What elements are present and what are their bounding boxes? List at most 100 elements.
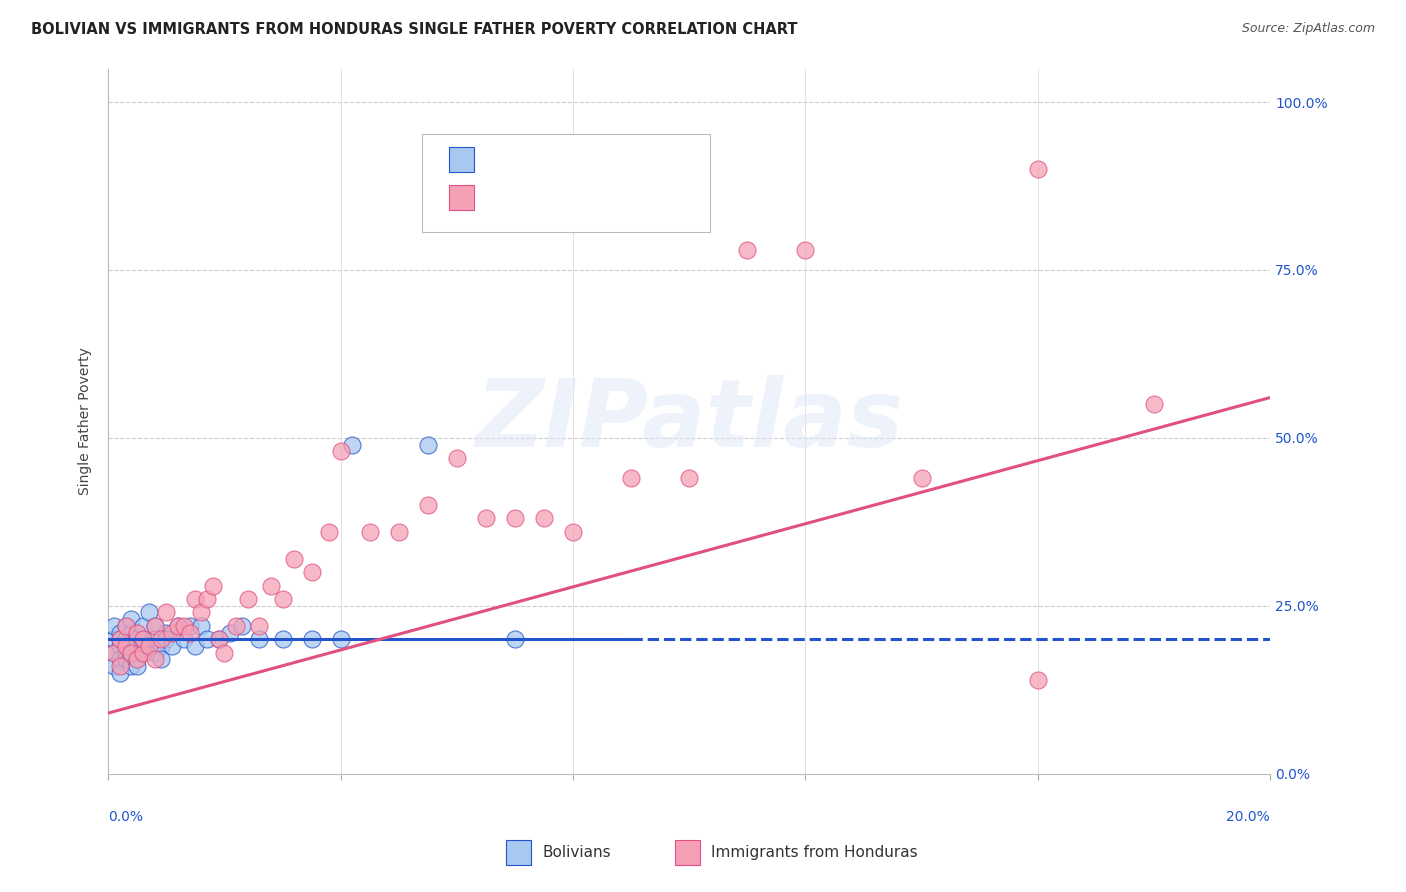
Point (132, 632, 155, 647)
Point (143, 619, 166, 633)
Point (225, 619, 247, 633)
Point (127, 639, 149, 653)
Point (179, 619, 201, 633)
Point (533, 511, 555, 525)
Point (388, 524, 411, 539)
Point (108, 632, 131, 647)
Point (103, 632, 125, 647)
Text: 0.456: 0.456 (524, 192, 576, 210)
Point (138, 639, 160, 653)
Point (103, 646, 125, 660)
Y-axis label: Single Father Poverty: Single Father Poverty (79, 347, 93, 495)
Point (329, 632, 352, 647)
Point (114, 619, 136, 633)
Point (329, 444, 352, 458)
Point (114, 652, 136, 666)
Point (167, 619, 190, 633)
Point (271, 591, 294, 606)
Point (132, 619, 155, 633)
Point (260, 578, 283, 592)
Text: 0.0%: 0.0% (108, 811, 143, 824)
Point (103, 619, 125, 633)
Point (359, 524, 381, 539)
Point (108, 625, 131, 640)
Point (678, 471, 700, 485)
Point (231, 619, 253, 633)
Point (201, 578, 224, 592)
Point (143, 646, 166, 660)
Point (247, 632, 270, 647)
Point (108, 632, 131, 647)
Point (143, 632, 166, 647)
Point (179, 625, 201, 640)
Point (301, 565, 323, 579)
Point (911, 471, 934, 485)
Point (190, 619, 212, 633)
Point (121, 646, 143, 660)
Point (127, 625, 149, 640)
Point (103, 659, 125, 673)
Point (173, 619, 195, 633)
Point (138, 639, 160, 653)
Point (446, 450, 468, 465)
Point (737, 243, 759, 257)
Point (219, 625, 242, 640)
Point (108, 665, 131, 680)
Point (155, 625, 177, 640)
Point (207, 632, 229, 647)
Point (149, 652, 172, 666)
Point (138, 606, 160, 620)
Point (121, 659, 143, 673)
Point (149, 639, 172, 653)
Point (475, 511, 498, 525)
Point (342, 437, 364, 451)
Point (271, 632, 294, 647)
Point (184, 639, 207, 653)
Point (114, 619, 136, 633)
Point (155, 632, 177, 647)
Point (127, 652, 149, 666)
Point (416, 437, 439, 451)
Text: 50: 50 (633, 192, 655, 210)
Text: 0.000: 0.000 (524, 154, 576, 172)
Point (160, 639, 183, 653)
Point (132, 646, 155, 660)
Text: N =: N = (583, 192, 631, 210)
Point (794, 243, 817, 257)
Point (143, 619, 166, 633)
Text: Immigrants from Honduras: Immigrants from Honduras (711, 846, 918, 860)
Point (184, 591, 207, 606)
Text: BOLIVIAN VS IMMIGRANTS FROM HONDURAS SINGLE FATHER POVERTY CORRELATION CHART: BOLIVIAN VS IMMIGRANTS FROM HONDURAS SIN… (31, 22, 797, 37)
Point (416, 498, 439, 512)
Point (114, 632, 136, 647)
Point (283, 551, 305, 566)
Text: Source: ZipAtlas.com: Source: ZipAtlas.com (1241, 22, 1375, 36)
Point (143, 652, 166, 666)
Point (127, 625, 149, 640)
Point (1026, 673, 1049, 687)
Point (127, 659, 149, 673)
Point (207, 632, 229, 647)
Point (160, 625, 183, 640)
Point (127, 652, 149, 666)
Point (132, 632, 155, 647)
Point (301, 632, 323, 647)
Point (114, 639, 136, 653)
Point (195, 591, 218, 606)
Point (1143, 397, 1166, 411)
Point (247, 619, 270, 633)
Text: R =: R = (485, 192, 522, 210)
Point (103, 646, 125, 660)
Point (155, 606, 177, 620)
Point (503, 511, 526, 525)
Point (620, 471, 643, 485)
Point (562, 524, 585, 539)
Point (132, 646, 155, 660)
Point (108, 652, 131, 666)
Point (173, 632, 195, 647)
Point (318, 524, 340, 539)
Point (108, 639, 131, 653)
Point (114, 639, 136, 653)
Point (214, 646, 236, 660)
Point (114, 646, 136, 660)
